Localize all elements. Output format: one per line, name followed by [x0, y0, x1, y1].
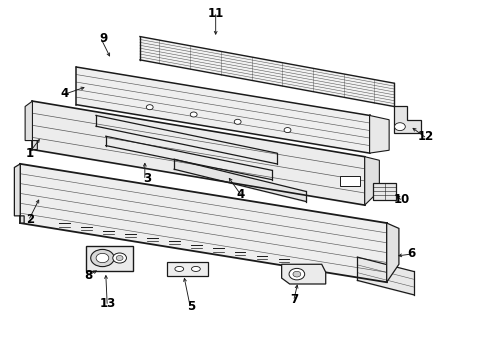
Text: 9: 9 — [99, 32, 107, 45]
Text: 12: 12 — [417, 130, 434, 144]
Text: 10: 10 — [393, 193, 410, 206]
Circle shape — [234, 119, 241, 124]
Text: 3: 3 — [143, 172, 151, 185]
Circle shape — [284, 127, 291, 132]
Polygon shape — [282, 264, 326, 284]
Text: 2: 2 — [26, 213, 34, 226]
Circle shape — [293, 271, 301, 277]
Polygon shape — [14, 164, 24, 223]
Text: 1: 1 — [26, 147, 34, 159]
Circle shape — [190, 112, 197, 117]
Text: 4: 4 — [236, 188, 244, 201]
Circle shape — [116, 256, 123, 261]
Text: 8: 8 — [84, 269, 93, 282]
FancyBboxPatch shape — [373, 183, 396, 200]
FancyBboxPatch shape — [340, 176, 360, 186]
Ellipse shape — [192, 266, 200, 271]
Polygon shape — [387, 223, 399, 282]
Circle shape — [147, 105, 153, 110]
Polygon shape — [369, 116, 389, 153]
Text: 11: 11 — [208, 7, 224, 20]
FancyBboxPatch shape — [86, 246, 133, 271]
Circle shape — [96, 253, 109, 263]
Polygon shape — [365, 157, 379, 205]
Text: 5: 5 — [187, 300, 196, 313]
FancyBboxPatch shape — [167, 262, 208, 276]
Circle shape — [113, 253, 126, 263]
Circle shape — [394, 123, 405, 131]
Polygon shape — [25, 101, 37, 149]
Circle shape — [289, 269, 305, 280]
Text: 4: 4 — [60, 87, 68, 100]
Ellipse shape — [175, 266, 184, 271]
Polygon shape — [394, 107, 421, 134]
Text: 13: 13 — [100, 297, 116, 310]
Text: 6: 6 — [407, 247, 415, 260]
Text: 7: 7 — [290, 293, 298, 306]
Circle shape — [91, 249, 114, 267]
